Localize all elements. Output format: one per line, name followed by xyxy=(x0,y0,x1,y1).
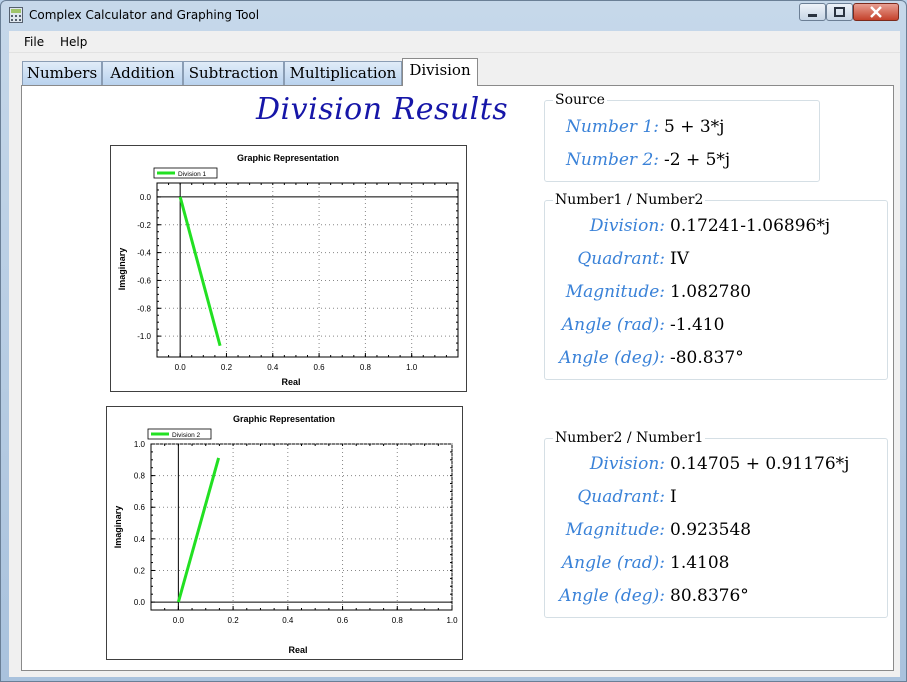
y-tick-label: 0.8 xyxy=(134,472,146,481)
result1-angle-rad-value: -1.410 xyxy=(670,315,725,335)
result1-angle-deg-value: -80.837° xyxy=(670,348,744,368)
result1-magnitude-label: Magnitude: xyxy=(565,282,665,302)
legend-label: Division 1 xyxy=(178,171,207,178)
result2-magnitude-label: Magnitude: xyxy=(565,520,665,540)
tab-numbers[interactable]: Numbers xyxy=(22,61,102,85)
x-tick-label: 1.0 xyxy=(406,363,418,372)
calculator-app-icon xyxy=(9,7,23,23)
x-axis-label: Real xyxy=(288,645,307,655)
chart-division-1: Graphic Representation 0.0 0.2 0.4 0.6 0.8 1.0… xyxy=(110,145,467,392)
source-legend: Source xyxy=(553,92,607,108)
number1-value: 5 + 3*j xyxy=(664,117,725,137)
number2-value: -2 + 5*j xyxy=(664,150,731,170)
minimize-icon xyxy=(808,14,817,17)
title-bar[interactable]: Complex Calculator and Graphing Tool xyxy=(1,1,906,29)
result2-quadrant-value: I xyxy=(670,487,677,507)
minimize-button[interactable] xyxy=(799,3,826,21)
menu-help[interactable]: Help xyxy=(60,35,88,49)
x-tick-label: 0.4 xyxy=(267,363,279,372)
y-tick-label: 0.2 xyxy=(134,566,146,575)
result2-angle-rad-label: Angle (rad): xyxy=(561,553,665,573)
close-button[interactable] xyxy=(853,3,899,21)
x-tick-label: 0.0 xyxy=(173,616,185,625)
window-title: Complex Calculator and Graphing Tool xyxy=(29,8,260,22)
chart-division-2: Graphic Representation 0.0 0.2 0.4 0.6 0.8 1.0… xyxy=(106,406,463,660)
chart-title: Graphic Representation xyxy=(233,414,335,424)
maximize-button[interactable] xyxy=(826,3,853,21)
result1-quadrant-label: Quadrant: xyxy=(577,249,665,269)
result1-magnitude-value: 1.082780 xyxy=(670,282,752,302)
x-tick-label: 0.6 xyxy=(337,616,349,625)
y-tick-label: -0.6 xyxy=(137,276,151,285)
result2-legend: Number2 / Number1 xyxy=(553,430,706,446)
tab-addition[interactable]: Addition xyxy=(102,61,183,85)
tab-subtraction[interactable]: Subtraction xyxy=(183,61,284,85)
y-tick-label: 0.0 xyxy=(140,193,152,202)
legend-box xyxy=(147,428,212,440)
tab-division[interactable]: Division xyxy=(402,58,478,86)
y-tick-label: 0.4 xyxy=(134,535,146,544)
y-tick-label: 1.0 xyxy=(134,440,146,449)
x-tick-label: 0.0 xyxy=(175,363,187,372)
series-line xyxy=(176,457,221,603)
division-tab-page: Division Results Graphic Representation 0… xyxy=(21,85,894,671)
menu-bar: File Help xyxy=(9,31,900,53)
client-area: Numbers Addition Subtraction Multiplicat… xyxy=(9,53,900,677)
x-tick-label: 0.8 xyxy=(392,616,404,625)
y-axis-label: Imaginary xyxy=(117,248,127,291)
number2-label: Number 2: xyxy=(566,150,659,170)
page-title: Division Results xyxy=(256,92,509,127)
chart-title: Graphic Representation xyxy=(237,153,339,163)
plot-area xyxy=(150,443,453,611)
menu-file[interactable]: File xyxy=(24,35,45,49)
chart-division-2-svg: Graphic Representation 0.0 0.2 0.4 0.6 0.8 1.0… xyxy=(113,414,458,655)
result2-magnitude-value: 0.923548 xyxy=(670,520,752,540)
x-tick-label: 0.2 xyxy=(221,363,233,372)
legend-label: Division 2 xyxy=(172,432,201,439)
result1-quadrant-value: IV xyxy=(670,249,689,269)
x-tick-label: 0.2 xyxy=(228,616,240,625)
result2-angle-deg-value: 80.8376° xyxy=(670,586,749,606)
y-tick-label: -0.4 xyxy=(137,249,151,258)
result2-angle-rad-value: 1.4108 xyxy=(670,553,730,573)
number1-label: Number 1: xyxy=(566,117,659,137)
result2-angle-deg-label: Angle (deg): xyxy=(559,586,665,606)
y-axis-label: Imaginary xyxy=(113,506,123,549)
result2-quadrant-label: Quadrant: xyxy=(577,487,665,507)
result1-legend: Number1 / Number2 xyxy=(553,192,706,208)
result1-division-value: 0.17241-1.06896*j xyxy=(670,216,831,236)
result1-angle-deg-label: Angle (deg): xyxy=(559,348,665,368)
result2-division-value: 0.14705 + 0.91176*j xyxy=(670,454,850,474)
y-tick-label: -1.0 xyxy=(137,332,151,341)
x-tick-label: 0.4 xyxy=(282,616,294,625)
legend-box xyxy=(153,167,218,179)
result1-angle-rad-label: Angle (rad): xyxy=(561,315,665,335)
source-groupbox: Source Number 1: 5 + 3*j Number 2: -2 + … xyxy=(544,92,820,182)
x-tick-label: 0.6 xyxy=(314,363,326,372)
result2-division-label: Division: xyxy=(589,454,665,474)
result1-division-label: Division: xyxy=(589,216,665,236)
maximize-icon xyxy=(834,7,845,17)
x-tick-label: 0.8 xyxy=(360,363,372,372)
y-tick-label: 0.6 xyxy=(134,503,146,512)
y-tick-label: -0.2 xyxy=(137,221,151,230)
tab-multiplication[interactable]: Multiplication xyxy=(284,61,402,85)
close-icon xyxy=(870,6,882,18)
y-tick-label: -0.8 xyxy=(137,304,151,313)
chart-division-1-svg: Graphic Representation 0.0 0.2 0.4 0.6 0.8 1.0… xyxy=(117,153,459,387)
result2-groupbox: Number2 / Number1 Division: 0.14705 + 0.… xyxy=(544,430,888,618)
series-line xyxy=(178,196,222,347)
plot-area xyxy=(156,182,459,358)
x-axis-label: Real xyxy=(281,377,300,387)
x-tick-label: 1.0 xyxy=(446,616,458,625)
y-tick-label: 0.0 xyxy=(134,598,146,607)
result1-groupbox: Number1 / Number2 Division: 0.17241-1.06… xyxy=(544,192,888,380)
